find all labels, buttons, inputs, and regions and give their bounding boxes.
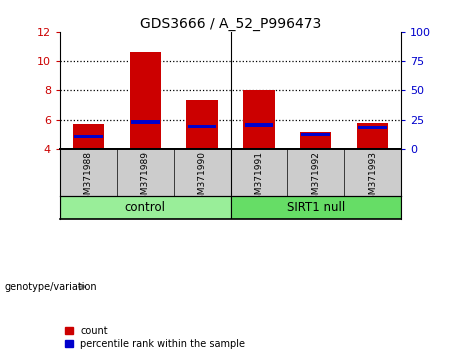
Bar <box>186 100 218 149</box>
Bar <box>357 124 388 149</box>
Text: GSM371989: GSM371989 <box>141 152 150 206</box>
Text: genotype/variation: genotype/variation <box>5 282 97 292</box>
Text: GSM371992: GSM371992 <box>311 152 320 206</box>
Bar <box>74 135 103 138</box>
Text: GSM371988: GSM371988 <box>84 152 93 206</box>
Legend: count, percentile rank within the sample: count, percentile rank within the sample <box>65 326 245 349</box>
Title: GDS3666 / A_52_P996473: GDS3666 / A_52_P996473 <box>140 17 321 31</box>
Bar <box>73 124 104 149</box>
Text: GSM371993: GSM371993 <box>368 152 377 206</box>
Bar <box>244 123 273 126</box>
Bar <box>60 196 230 219</box>
Bar <box>131 120 160 124</box>
Bar <box>230 196 401 219</box>
Bar <box>301 133 330 136</box>
Bar <box>300 132 331 149</box>
Text: GSM371990: GSM371990 <box>198 152 207 206</box>
Text: GSM371991: GSM371991 <box>254 152 263 206</box>
Text: control: control <box>125 201 165 214</box>
Bar <box>188 125 217 128</box>
Bar <box>243 90 275 149</box>
Bar <box>130 52 161 149</box>
Text: SIRT1 null: SIRT1 null <box>287 201 345 214</box>
Bar <box>358 126 387 130</box>
